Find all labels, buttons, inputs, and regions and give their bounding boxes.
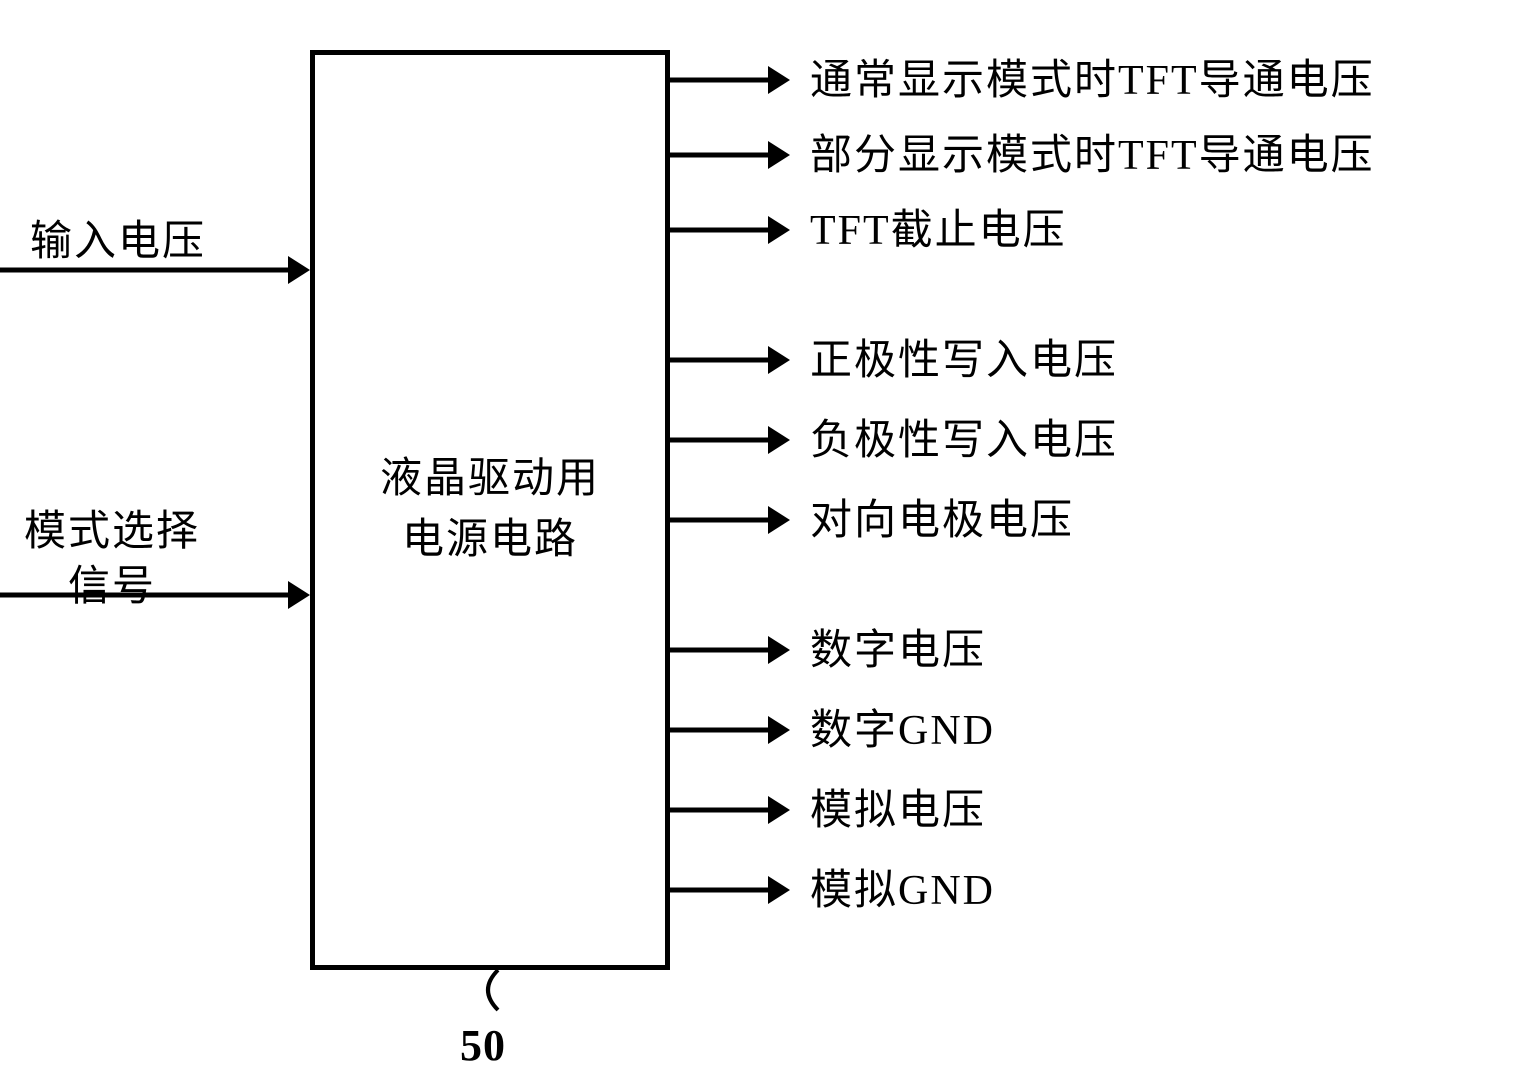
output-label-o3: TFT截止电压 [810,204,1067,259]
block-label-line2: 电源电路 [402,510,578,571]
output-label-o4: 正极性写入电压 [810,334,1118,389]
output-label-o2: 部分显示模式时TFT导通电压 [810,129,1375,184]
output-label-o8: 数字GND [810,704,995,759]
block-ref-number: 50 [460,1020,506,1071]
output-label-o9: 模拟电压 [810,784,986,839]
output-label-o10: 模拟GND [810,864,995,919]
input-label-mode_sel: 模式选择信号 [22,505,202,614]
power-circuit-block: 液晶驱动用 电源电路 [310,50,670,970]
input-label-in_voltage: 输入电压 [30,215,206,270]
output-label-o7: 数字电压 [810,624,986,679]
output-label-o5: 负极性写入电压 [810,414,1118,469]
diagram-canvas: 液晶驱动用 电源电路 50 输入电压模式选择信号 通常显示模式时TFT导通电压部分… [0,0,1529,1080]
output-label-o1: 通常显示模式时TFT导通电压 [810,54,1375,109]
output-label-o6: 对向电极电压 [810,494,1074,549]
block-label-line1: 液晶驱动用 [380,449,600,510]
